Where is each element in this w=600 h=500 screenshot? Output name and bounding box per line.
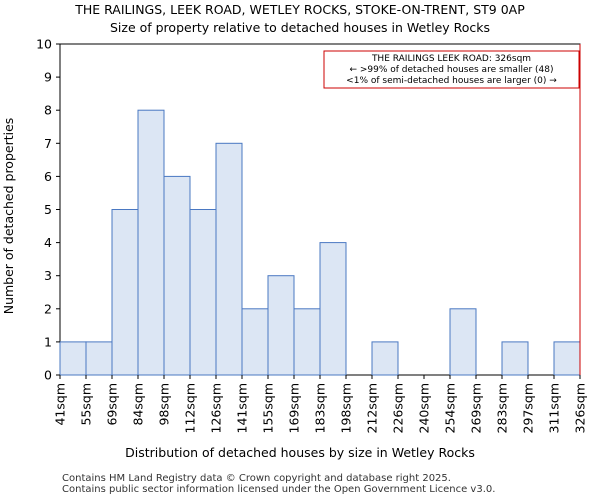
- bar-98sqm: [163, 175, 191, 376]
- x-tick-label: 226sqm: [391, 383, 406, 433]
- bar-55sqm: [85, 341, 113, 376]
- x-tick-label: 269sqm: [469, 383, 484, 433]
- x-tick-label: 126sqm: [209, 383, 224, 433]
- bar-155sqm: [267, 275, 295, 376]
- x-tick-label: 141sqm: [235, 383, 250, 433]
- x-tick-label: 283sqm: [495, 383, 510, 433]
- footer-licence: Contains public sector information licen…: [62, 484, 496, 495]
- footer-copyright: Contains HM Land Registry data © Crown c…: [62, 473, 451, 484]
- x-tick-label: 112sqm: [183, 383, 198, 433]
- y-tick-label: 7: [44, 136, 52, 151]
- x-tick-label: 169sqm: [287, 383, 302, 433]
- bar-84sqm: [137, 109, 165, 376]
- bar-69sqm: [111, 209, 139, 376]
- y-tick-label: 9: [44, 70, 52, 85]
- x-tick-label: 84sqm: [131, 383, 146, 426]
- bar-212sqm: [371, 341, 399, 376]
- y-tick-label: 5: [44, 202, 52, 217]
- bar-254sqm: [449, 308, 477, 376]
- annotation-line-3: <1% of semi-detached houses are larger (…: [346, 76, 557, 86]
- x-tick-label: 254sqm: [443, 383, 458, 433]
- annotation-box: THE RAILINGS LEEK ROAD: 326sqm ← >99% of…: [323, 50, 580, 89]
- bar-41sqm: [59, 341, 87, 376]
- bar-126sqm: [215, 142, 243, 376]
- x-tick-label: 326sqm: [573, 383, 588, 433]
- y-tick-label: 2: [44, 301, 52, 316]
- y-tick-label: 0: [44, 368, 52, 383]
- bar-141sqm: [241, 308, 269, 376]
- y-tick-label: 4: [44, 235, 52, 250]
- x-tick-label: 240sqm: [417, 383, 432, 433]
- y-tick-label: 10: [36, 37, 52, 52]
- x-axis-label: Distribution of detached houses by size …: [125, 445, 475, 460]
- bar-112sqm: [189, 209, 217, 376]
- x-tick-label: 183sqm: [313, 383, 328, 433]
- x-tick-label: 55sqm: [79, 383, 94, 426]
- bar-283sqm: [501, 341, 529, 376]
- x-tick-label: 198sqm: [339, 383, 354, 433]
- x-tick-label: 98sqm: [157, 383, 172, 426]
- x-tick-label: 155sqm: [261, 383, 276, 433]
- x-tick-label: 212sqm: [365, 383, 380, 433]
- annotation-frame: [323, 50, 580, 89]
- x-tick-label: 297sqm: [521, 383, 536, 433]
- annotation-line-1: THE RAILINGS LEEK ROAD: 326sqm: [371, 54, 531, 64]
- x-tick-label: 69sqm: [105, 383, 120, 426]
- bar-311sqm: [553, 341, 581, 376]
- x-tick-label: 311sqm: [547, 383, 562, 433]
- y-tick-label: 1: [44, 334, 52, 349]
- y-tick-label: 8: [44, 103, 52, 118]
- bar-169sqm: [293, 308, 321, 376]
- bar-183sqm: [319, 242, 347, 376]
- x-tick-label: 41sqm: [53, 383, 68, 426]
- y-tick-label: 6: [44, 169, 52, 184]
- y-tick-label: 3: [44, 268, 52, 283]
- annotation-line-2: ← >99% of detached houses are smaller (4…: [349, 65, 553, 75]
- chart-subtitle: Size of property relative to detached ho…: [109, 20, 491, 35]
- chart-title: THE RAILINGS, LEEK ROAD, WETLEY ROCKS, S…: [75, 2, 525, 17]
- y-axis-label: Number of detached properties: [1, 118, 16, 315]
